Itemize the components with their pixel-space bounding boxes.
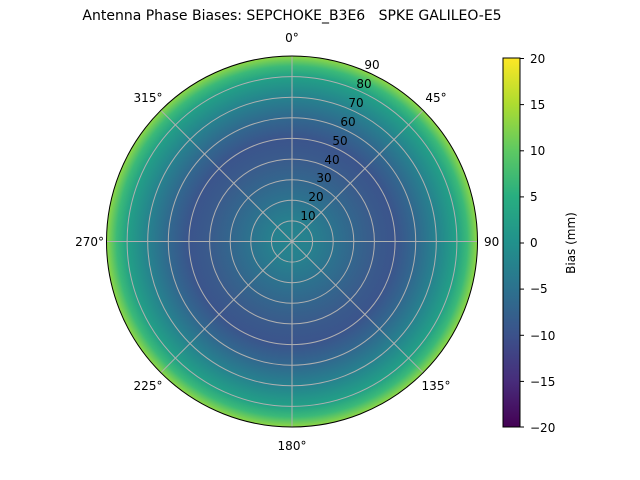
- angle-label-90: 90: [484, 235, 499, 249]
- radial-label-20: 20: [308, 190, 323, 204]
- colorbar-tick-0: 0: [530, 236, 538, 250]
- colorbar-tick-m10: −10: [530, 329, 555, 343]
- polar-outline: [106, 55, 478, 428]
- radial-label-40: 40: [324, 153, 339, 167]
- chart-title: Antenna Phase Biases: SEPCHOKE_B3E6 SPKE…: [82, 8, 502, 24]
- colorbar-tick-15: 15: [530, 98, 545, 112]
- angle-label-0: 0°: [285, 31, 299, 45]
- colorbar-tick-m15: −15: [530, 375, 555, 389]
- colorbar-gradient: [502, 57, 521, 428]
- angular-tick-labels: 0° 45° 90 135° 180° 225° 270° 315°: [75, 31, 499, 453]
- radial-label-70: 70: [348, 96, 363, 110]
- angle-label-45: 45°: [425, 91, 446, 105]
- radial-label-10: 10: [300, 209, 315, 223]
- angle-label-315: 315°: [134, 91, 163, 105]
- colorbar-tick-m20: −20: [530, 421, 555, 435]
- angle-label-270: 270°: [75, 235, 104, 249]
- angular-grid: [106, 56, 478, 427]
- radial-label-80: 80: [356, 77, 371, 91]
- colorbar: 20 15 10 5 0 −5 −10 −15 −20 Bias (mm): [502, 52, 578, 435]
- radial-label-30: 30: [316, 171, 331, 185]
- colorbar-tick-20: 20: [530, 52, 545, 66]
- radial-tick-labels: 10 20 30 40 50 60 70 80 90: [300, 58, 379, 223]
- radial-label-50: 50: [332, 134, 347, 148]
- radial-label-60: 60: [340, 115, 355, 129]
- colorbar-tick-m5: −5: [530, 282, 548, 296]
- angle-label-135: 135°: [422, 379, 451, 393]
- colorbar-tick-5: 5: [530, 190, 538, 204]
- radial-label-90: 90: [364, 58, 379, 72]
- angle-label-180: 180°: [278, 439, 307, 453]
- colorbar-tick-10: 10: [530, 144, 545, 158]
- colorbar-ticks: [520, 58, 524, 428]
- colorbar-label: Bias (mm): [564, 212, 578, 274]
- angle-label-225: 225°: [134, 379, 163, 393]
